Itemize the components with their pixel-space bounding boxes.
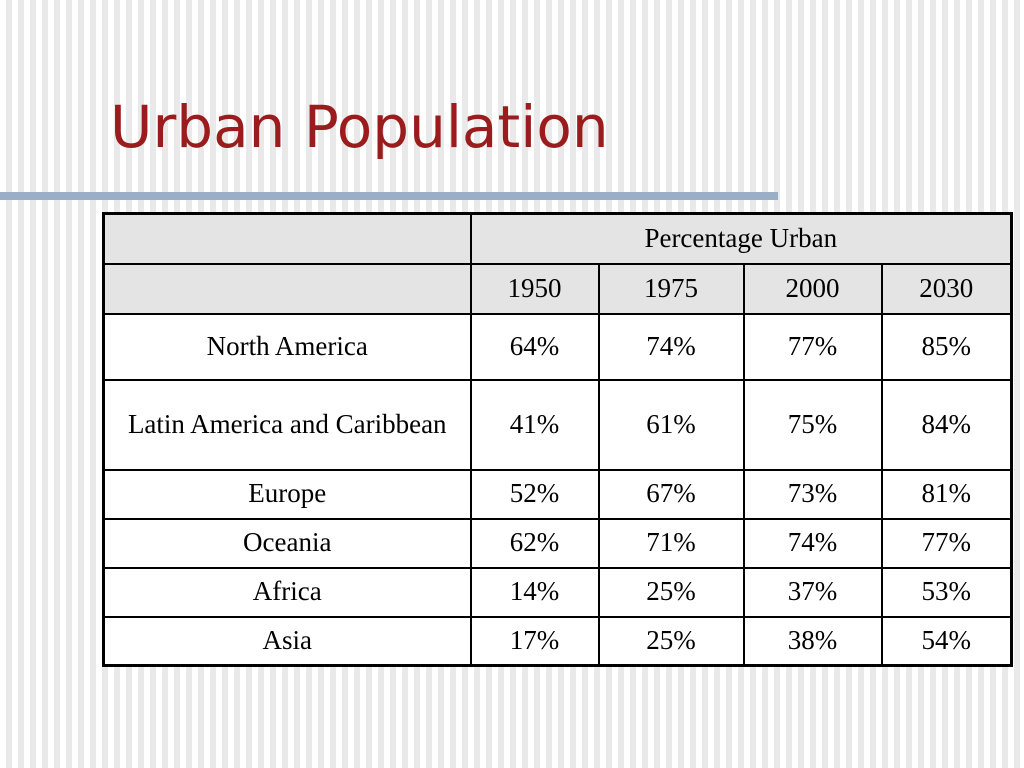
value-cell: 54% <box>880 615 1013 667</box>
year-header-1950: 1950 <box>469 262 600 315</box>
region-label: Europe <box>102 468 472 520</box>
value-cell: 17% <box>469 615 600 667</box>
header-empty-cell <box>102 262 472 315</box>
table-row: Oceania 62% 71% 74% 77% <box>102 517 1013 569</box>
title-divider <box>0 192 778 200</box>
slide-title: Urban Population <box>110 93 609 161</box>
value-cell: 74% <box>742 517 883 569</box>
table-row: Europe 52% 67% 73% 81% <box>102 468 1013 520</box>
value-cell: 81% <box>880 468 1013 520</box>
region-label: Oceania <box>102 517 472 569</box>
table-header-row-years: 1950 1975 2000 2030 <box>102 262 1013 315</box>
region-label: Latin America and Caribbean <box>102 378 472 471</box>
value-cell: 73% <box>742 468 883 520</box>
header-empty-cell <box>102 212 472 265</box>
table-header-row-group: Percentage Urban <box>102 212 1013 265</box>
year-header-2030: 2030 <box>880 262 1013 315</box>
year-header-2000: 2000 <box>742 262 883 315</box>
value-cell: 38% <box>742 615 883 667</box>
value-cell: 14% <box>469 566 600 618</box>
value-cell: 25% <box>597 615 745 667</box>
value-cell: 52% <box>469 468 600 520</box>
value-cell: 62% <box>469 517 600 569</box>
value-cell: 41% <box>469 378 600 471</box>
urban-population-table: Percentage Urban 1950 1975 2000 2030 Nor… <box>102 212 1014 667</box>
region-label: Asia <box>102 615 472 667</box>
value-cell: 77% <box>742 312 883 381</box>
value-cell: 64% <box>469 312 600 381</box>
value-cell: 77% <box>880 517 1013 569</box>
value-cell: 67% <box>597 468 745 520</box>
value-cell: 25% <box>597 566 745 618</box>
value-cell: 61% <box>597 378 745 471</box>
value-cell: 75% <box>742 378 883 471</box>
table-row: North America 64% 74% 77% 85% <box>102 312 1013 381</box>
region-label: North America <box>102 312 472 381</box>
value-cell: 53% <box>880 566 1013 618</box>
table-row: Africa 14% 25% 37% 53% <box>102 566 1013 618</box>
year-header-1975: 1975 <box>597 262 745 315</box>
value-cell: 84% <box>880 378 1013 471</box>
value-cell: 74% <box>597 312 745 381</box>
value-cell: 37% <box>742 566 883 618</box>
table-row: Asia 17% 25% 38% 54% <box>102 615 1013 667</box>
value-cell: 85% <box>880 312 1013 381</box>
table-row: Latin America and Caribbean 41% 61% 75% … <box>102 378 1013 471</box>
group-header-percentage-urban: Percentage Urban <box>469 212 1013 265</box>
region-label: Africa <box>102 566 472 618</box>
value-cell: 71% <box>597 517 745 569</box>
